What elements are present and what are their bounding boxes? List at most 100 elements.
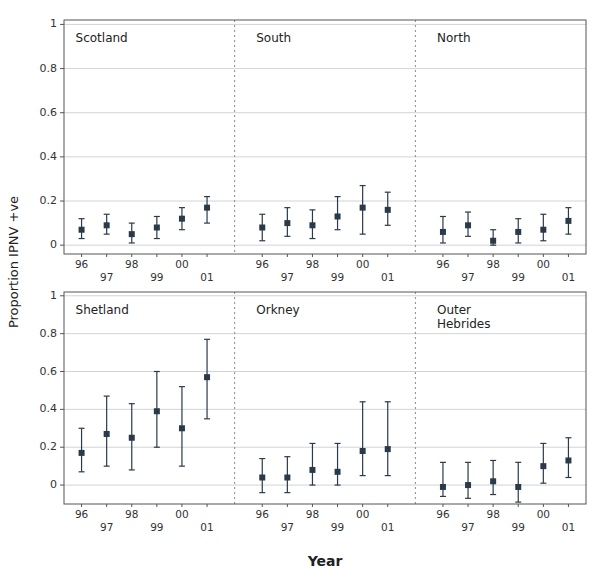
x-tick bbox=[468, 254, 469, 257]
error-bar bbox=[154, 372, 160, 448]
x-tick bbox=[442, 504, 443, 507]
point bbox=[309, 222, 315, 228]
point bbox=[440, 484, 446, 490]
error-cap bbox=[309, 238, 315, 239]
error-bar bbox=[540, 443, 546, 483]
x-tick-label: 98 bbox=[125, 508, 138, 520]
x-tick bbox=[207, 254, 208, 257]
x-tick bbox=[287, 254, 288, 257]
x-tick-label: 01 bbox=[562, 271, 575, 283]
error-cap bbox=[335, 443, 341, 444]
y-tick bbox=[60, 24, 64, 25]
x-tick-label: 99 bbox=[150, 271, 163, 283]
x-tick-label: 96 bbox=[75, 258, 89, 270]
x-tick-label: 97 bbox=[100, 521, 113, 533]
y-tick bbox=[60, 447, 64, 448]
error-cap bbox=[565, 207, 571, 208]
x-tick-label: 01 bbox=[381, 521, 394, 533]
grid-line bbox=[64, 409, 586, 410]
point bbox=[465, 482, 471, 488]
region-label-line: Hebrides bbox=[437, 317, 491, 331]
error-bar bbox=[204, 197, 210, 223]
region-label-line: Scotland bbox=[76, 31, 128, 45]
error-bar bbox=[259, 459, 265, 493]
x-tick-label: 01 bbox=[200, 521, 213, 533]
error-cap bbox=[440, 216, 446, 217]
error-cap bbox=[79, 218, 85, 219]
error-bar bbox=[129, 223, 135, 243]
error-cap bbox=[335, 484, 341, 485]
error-bar bbox=[565, 438, 571, 478]
error-cap bbox=[154, 238, 160, 239]
x-tick bbox=[362, 504, 363, 507]
x-tick bbox=[568, 504, 569, 507]
x-tick bbox=[106, 504, 107, 507]
panel: 00.20.40.60.81Scotland969798990001South9… bbox=[40, 17, 587, 283]
error-cap bbox=[309, 209, 315, 210]
error-bar bbox=[565, 208, 571, 234]
error-bar bbox=[385, 192, 391, 225]
error-bar bbox=[540, 214, 546, 240]
y-tick-label: 0.2 bbox=[40, 194, 58, 207]
grid-line bbox=[64, 156, 586, 157]
x-tick-label: 99 bbox=[331, 271, 344, 283]
error-bar bbox=[515, 462, 521, 502]
x-tick bbox=[131, 504, 132, 507]
error-cap bbox=[259, 240, 265, 241]
error-cap bbox=[154, 371, 160, 372]
point bbox=[385, 207, 391, 213]
series bbox=[79, 339, 210, 472]
error-bar bbox=[465, 462, 471, 498]
x-tick-label: 96 bbox=[436, 258, 450, 270]
error-cap bbox=[440, 242, 446, 243]
x-tick bbox=[387, 254, 388, 257]
grid-line bbox=[64, 24, 586, 25]
y-tick bbox=[60, 68, 64, 69]
x-tick-label: 98 bbox=[125, 258, 138, 270]
y-tick bbox=[60, 201, 64, 202]
point bbox=[104, 431, 110, 437]
error-bar-line bbox=[312, 443, 313, 485]
point bbox=[385, 446, 391, 452]
point bbox=[515, 229, 521, 235]
error-cap bbox=[129, 242, 135, 243]
x-tick bbox=[131, 254, 132, 257]
marks bbox=[79, 339, 572, 502]
point bbox=[284, 220, 290, 226]
point bbox=[490, 478, 496, 484]
x-tick-label: 98 bbox=[306, 258, 319, 270]
y-tick bbox=[60, 112, 64, 113]
point bbox=[259, 475, 265, 481]
y-tick-label: 0.6 bbox=[40, 106, 58, 119]
x-tick-label: 96 bbox=[256, 258, 270, 270]
x-tick-label: 00 bbox=[175, 508, 188, 520]
x-tick bbox=[181, 504, 182, 507]
x-tick-label: 97 bbox=[461, 521, 474, 533]
error-cap bbox=[204, 222, 210, 223]
error-cap bbox=[335, 196, 341, 197]
error-bar bbox=[204, 339, 210, 419]
y-tick-label: 1 bbox=[50, 17, 57, 30]
region-label: Orkney bbox=[256, 303, 299, 317]
x-tick-label: 01 bbox=[562, 521, 575, 533]
error-bar bbox=[79, 219, 85, 239]
error-cap bbox=[540, 214, 546, 215]
x-tick-label: 99 bbox=[331, 521, 344, 533]
error-cap bbox=[79, 471, 85, 472]
point bbox=[540, 227, 546, 233]
grid-line bbox=[64, 295, 586, 296]
error-cap bbox=[385, 475, 391, 476]
error-bar bbox=[104, 396, 110, 466]
x-tick bbox=[442, 254, 443, 257]
error-cap bbox=[490, 460, 496, 461]
error-cap bbox=[360, 401, 366, 402]
x-tick bbox=[468, 504, 469, 507]
x-tick-label: 97 bbox=[281, 271, 294, 283]
x-tick bbox=[337, 254, 338, 257]
error-bar-line bbox=[387, 402, 388, 476]
x-tick bbox=[493, 504, 494, 507]
marks bbox=[79, 186, 572, 246]
x-tick-label: 96 bbox=[75, 508, 89, 520]
x-tick bbox=[518, 504, 519, 507]
point bbox=[440, 229, 446, 235]
